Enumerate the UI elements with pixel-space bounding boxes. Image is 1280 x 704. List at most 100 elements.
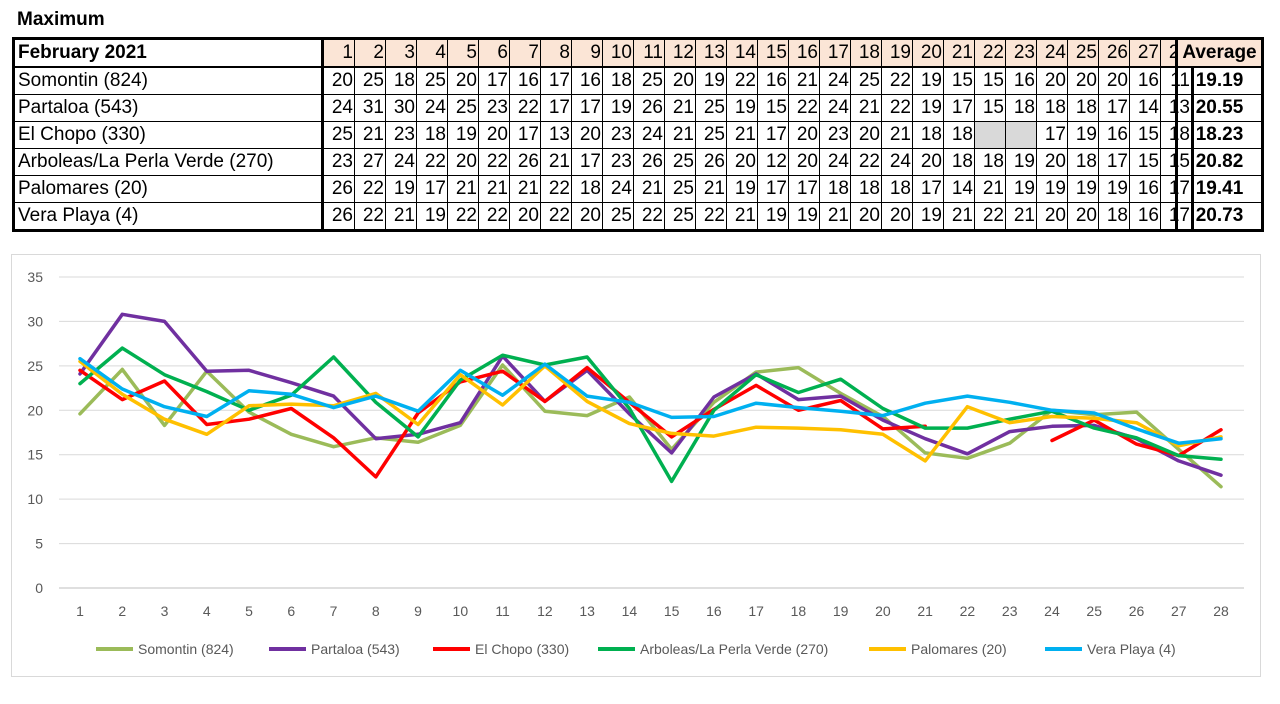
value-cell: 22 xyxy=(354,175,386,203)
y-tick-label: 30 xyxy=(27,313,43,329)
average-cell: 20.73 xyxy=(1176,202,1263,231)
series-line xyxy=(78,356,1223,445)
average-cell: 19.41 xyxy=(1176,175,1263,203)
value-cell: 20 xyxy=(1067,202,1099,231)
x-tick-label: 26 xyxy=(1129,603,1145,619)
value-cell: 25 xyxy=(850,66,882,95)
legend-label: El Chopo (330) xyxy=(475,641,569,657)
value-cell: 15 xyxy=(1129,121,1161,149)
value-cell: 14 xyxy=(943,175,975,203)
table-row: Vera Playa (4) 26 22 21 19 22 22 20 22 20 25 22 25 22… xyxy=(13,202,1193,231)
value-cell: 15 xyxy=(943,66,975,95)
value-cell: 22 xyxy=(540,202,572,231)
x-tick-label: 11 xyxy=(495,603,510,619)
value-cell: 18 xyxy=(1098,202,1130,231)
value-cell: 17 xyxy=(540,66,572,95)
value-cell: 21 xyxy=(788,66,820,95)
value-cell: 21 xyxy=(1005,202,1037,231)
value-cell: 15 xyxy=(974,66,1006,95)
value-cell: 22 xyxy=(416,148,448,176)
day-header-cell: 11 xyxy=(633,38,665,68)
day-header-cell: 12 xyxy=(664,38,696,68)
value-cell: 18 xyxy=(602,66,634,95)
x-tick-label: 21 xyxy=(917,603,933,619)
value-cell: 20 xyxy=(571,202,603,231)
value-cell: 22 xyxy=(478,148,510,176)
value-cell: 25 xyxy=(354,66,386,95)
value-cell: 15 xyxy=(974,94,1006,122)
average-header: Average xyxy=(1176,38,1263,68)
day-header-cell: 14 xyxy=(726,38,758,68)
value-cell: 24 xyxy=(602,175,634,203)
value-cell: 24 xyxy=(881,148,913,176)
average-cell: 18.23 xyxy=(1176,121,1263,149)
value-cell: 23 xyxy=(819,121,851,149)
day-header-cell: 3 xyxy=(385,38,417,68)
table-row: El Chopo (330) 25 21 23 18 19 20 17 13 20 23 24 21 25… xyxy=(13,121,1193,149)
value-cell: 21 xyxy=(664,94,696,122)
day-header-cell: 20 xyxy=(912,38,944,68)
average-cell: 20.82 xyxy=(1176,148,1263,176)
value-cell: 20 xyxy=(571,121,603,149)
value-cell: 25 xyxy=(602,202,634,231)
value-cell: 20 xyxy=(1036,202,1068,231)
average-cell: 20.55 xyxy=(1176,94,1263,122)
value-cell: 19 xyxy=(695,66,727,95)
value-cell: 24 xyxy=(322,94,355,122)
data-table: February 2021 1 2 3 4 5 6 7 8 9 10 11 12 13 14 15 16 17 18… xyxy=(12,37,1194,232)
value-cell: 19 xyxy=(912,66,944,95)
value-cell: 19 xyxy=(1067,175,1099,203)
value-cell: 21 xyxy=(478,175,510,203)
x-tick-label: 5 xyxy=(245,603,253,619)
value-cell: 21 xyxy=(509,175,541,203)
value-cell: 23 xyxy=(478,94,510,122)
table-header-row: February 2021 1 2 3 4 5 6 7 8 9 10 11 12 13 14 15 16 17 18… xyxy=(13,38,1193,68)
value-cell: 19 xyxy=(416,202,448,231)
day-header-cell: 9 xyxy=(571,38,603,68)
value-cell: 24 xyxy=(819,66,851,95)
day-header-cell: 8 xyxy=(540,38,572,68)
value-cell: 21 xyxy=(943,202,975,231)
site-name-cell: Palomares (20) xyxy=(13,175,324,203)
day-header-cell: 16 xyxy=(788,38,820,68)
x-tick-label: 16 xyxy=(706,603,722,619)
value-cell: 16 xyxy=(1005,66,1037,95)
series-line xyxy=(78,346,1223,484)
value-cell: 19 xyxy=(757,202,789,231)
value-cell: 17 xyxy=(1098,94,1130,122)
day-header-cell: 24 xyxy=(1036,38,1068,68)
value-cell: 23 xyxy=(385,121,417,149)
value-cell: 20 xyxy=(726,148,758,176)
value-cell: 21 xyxy=(695,175,727,203)
y-tick-label: 20 xyxy=(27,402,43,418)
y-tick-label: 10 xyxy=(27,491,43,507)
value-cell: 17 xyxy=(1098,148,1130,176)
value-cell: 21 xyxy=(974,175,1006,203)
value-cell: 16 xyxy=(571,66,603,95)
value-cell: 26 xyxy=(509,148,541,176)
value-cell: 21 xyxy=(354,121,386,149)
value-cell: 19 xyxy=(726,94,758,122)
value-cell: 19 xyxy=(912,202,944,231)
page-title: Maximum xyxy=(17,9,105,30)
value-cell: 25 xyxy=(695,121,727,149)
value-cell: 21 xyxy=(850,94,882,122)
x-tick-label: 2 xyxy=(118,603,126,619)
value-cell: 25 xyxy=(447,94,479,122)
table-header-label: February 2021 xyxy=(13,38,324,68)
value-cell: 19 xyxy=(385,175,417,203)
y-tick-label: 35 xyxy=(27,269,43,285)
value-cell: 19 xyxy=(726,175,758,203)
value-cell: 13 xyxy=(540,121,572,149)
value-cell: 18 xyxy=(912,121,944,149)
value-cell: 21 xyxy=(385,202,417,231)
day-header-cell: 27 xyxy=(1129,38,1161,68)
value-cell: 17 xyxy=(912,175,944,203)
day-header-cell: 4 xyxy=(416,38,448,68)
value-cell: 20 xyxy=(1067,66,1099,95)
value-cell: 19 xyxy=(1067,121,1099,149)
value-cell: 18 xyxy=(974,148,1006,176)
value-cell: 31 xyxy=(354,94,386,122)
value-cell: 20 xyxy=(664,66,696,95)
value-cell: 19 xyxy=(1098,175,1130,203)
